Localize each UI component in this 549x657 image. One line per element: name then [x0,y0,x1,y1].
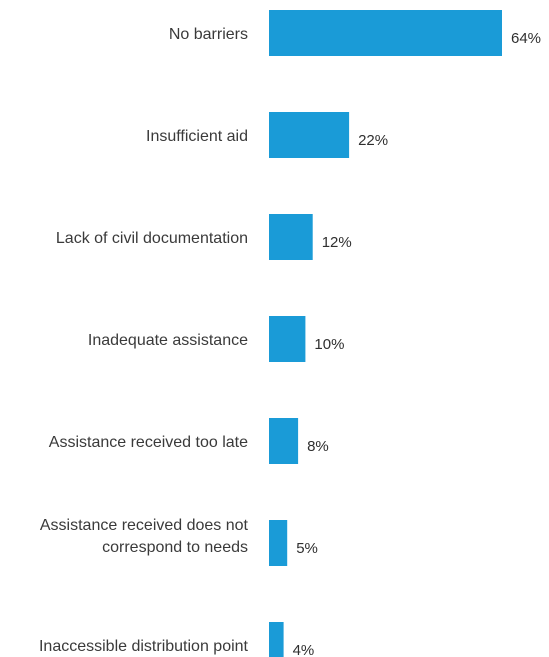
category-label-5-line-1: correspond to needs [102,539,248,556]
value-label-5: 5% [296,540,318,557]
value-label-3: 10% [314,336,344,353]
bar-2 [269,214,313,260]
category-label-6: Inaccessible distribution point [39,638,249,655]
category-label-1: Insufficient aid [146,128,248,145]
category-label-2: Lack of civil documentation [56,230,248,247]
bar-6 [269,622,284,657]
value-label-6: 4% [293,642,315,657]
value-label-4: 8% [307,438,329,455]
category-label-0: No barriers [169,26,248,43]
bar-5 [269,520,288,566]
bar-0 [269,10,502,56]
category-label-5-line-0: Assistance received does not [40,517,249,534]
category-label-4: Assistance received too late [49,434,248,451]
bar-3 [269,316,306,362]
value-label-1: 22% [358,132,388,149]
bar-1 [269,112,350,158]
bar-4 [269,418,299,464]
value-label-0: 64% [511,30,541,47]
category-label-3: Inadequate assistance [88,332,248,349]
value-label-2: 12% [322,234,352,251]
